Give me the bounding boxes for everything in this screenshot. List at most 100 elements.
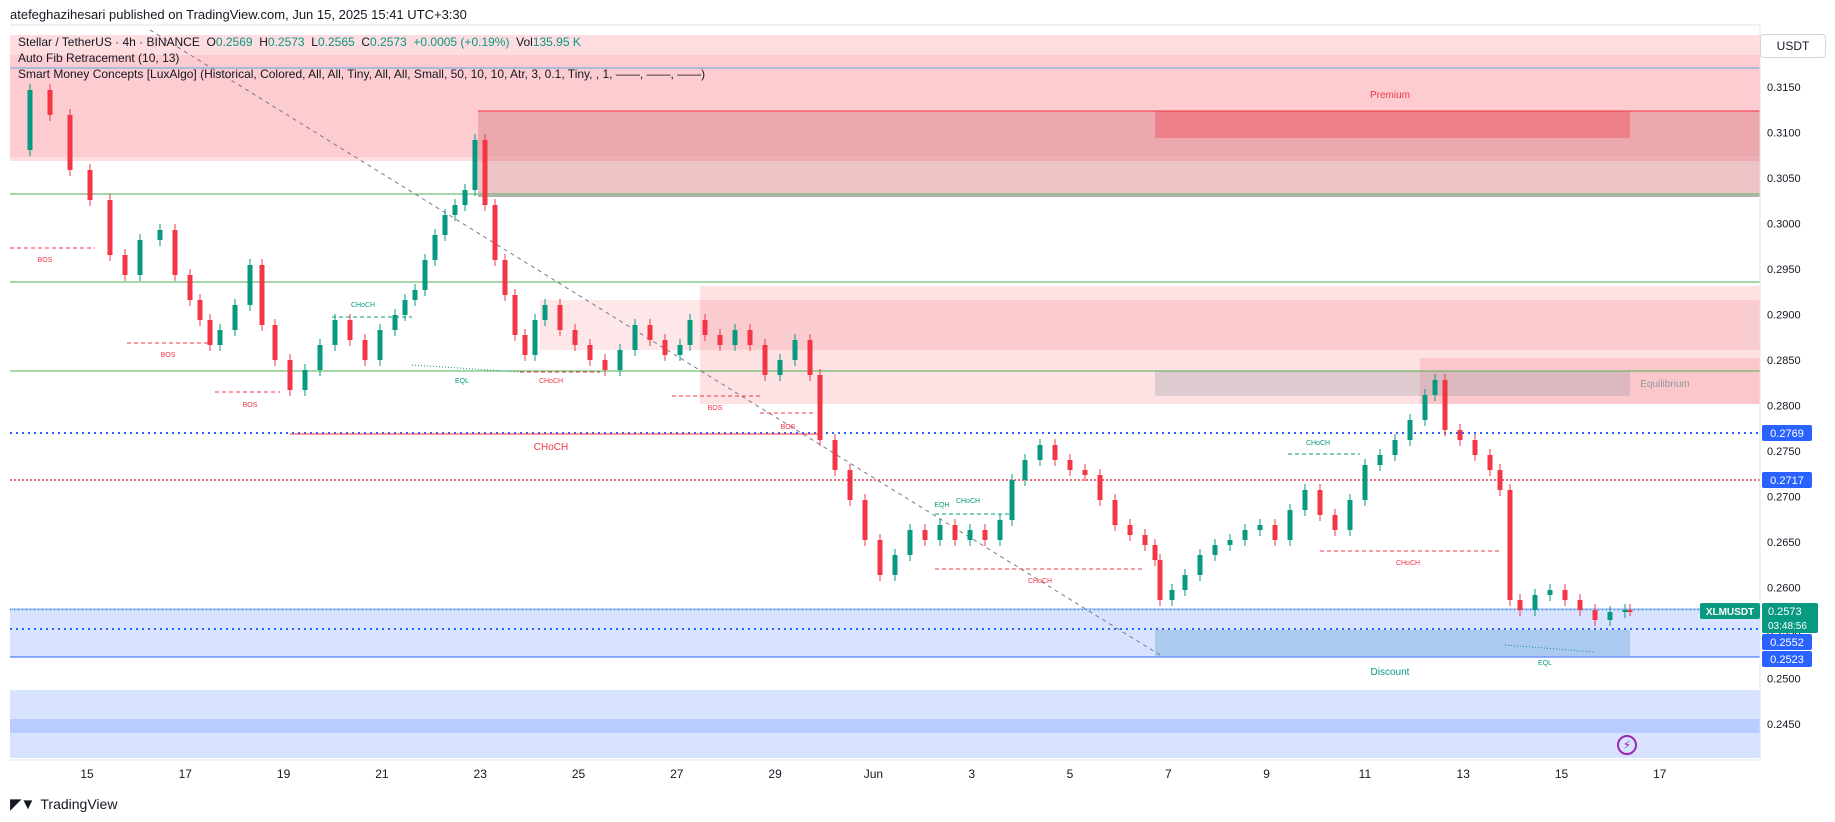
volume-value: 135.95 K [532,35,581,49]
eql-label: EQL [1538,660,1552,667]
lightning-bolt-icon[interactable]: ⚡ [1617,735,1637,755]
candle-body [107,200,113,255]
candle-body [717,335,723,345]
trendline [149,29,1161,656]
time-tick-label: 29 [768,767,782,781]
candle-body [687,320,693,345]
candle-body [997,520,1003,540]
candle-body [1052,445,1058,460]
candle-body [1517,600,1523,610]
bos-label: BOS [781,424,796,431]
time-axis[interactable]: 15 17 19 21 23 25 27 29 Jun 3 5 7 9 11 13 15 17 [80,767,1666,781]
candle-body [1037,445,1043,460]
price-tag-2769-text: 0.2769 [1770,428,1804,440]
candle-body [512,295,518,335]
bos-label: BOS [38,257,53,264]
candle-body [1067,460,1073,470]
candle-body [1197,555,1203,575]
candle-body [892,555,898,575]
red-zone-right [1420,358,1760,404]
price-tick-label: 0.3150 [1767,82,1801,94]
choch-label: CHoCH [956,498,980,505]
candle-body [862,500,868,540]
price-tick-label: 0.2850 [1767,355,1801,367]
premium-zone-inner [10,55,1760,157]
price-tag-2552-text: 0.2552 [1770,637,1804,649]
candle-body [1407,420,1413,440]
candlestick-series[interactable] [27,84,1633,626]
choch-label: CHoCH [1028,578,1052,585]
candle-body [647,325,653,340]
discount-zone-band [10,719,1760,733]
published-header: atefeghazihesari published on TradingVie… [10,7,467,22]
candle-body [332,320,338,345]
change-value: +0.0005 (+0.19%) [413,35,510,49]
candle-body [777,360,783,375]
candle-body [1182,575,1188,590]
candle-body [392,315,398,330]
price-tag-2717-text: 0.2717 [1770,475,1804,487]
choch-label: CHoCH [1396,560,1420,567]
time-tick-label: 27 [670,767,684,781]
candle-body [937,525,943,540]
symbol-name[interactable]: Stellar / TetherUS · 4h · BINANCE [18,35,200,49]
candle-body [87,170,93,200]
time-tick-label: 15 [1555,767,1569,781]
tradingview-logo-icon: ◤▼ [10,796,35,813]
indicator-smc-label[interactable]: Smart Money Concepts [LuxAlgo] (Historic… [18,67,706,81]
time-tick-label: 5 [1067,767,1074,781]
candle-body [402,300,408,315]
tradingview-logo[interactable]: ◤▼ TradingView [10,795,117,813]
close-value: 0.2573 [370,35,407,49]
candle-body [1577,600,1583,610]
candle-body [677,345,683,355]
currency-selector[interactable]: USDT [1760,34,1826,58]
candle-body [207,320,213,345]
candle-body [1547,590,1553,595]
candle-body [702,320,708,335]
candle-body [412,290,418,300]
equilibrium-label: Equilibrium [1640,379,1689,390]
candle-body [1212,545,1218,555]
candle-body [1332,515,1338,530]
candle-body [762,345,768,375]
candle-body [1507,490,1513,600]
time-tick-label: 13 [1457,767,1471,781]
candle-body [247,265,253,305]
candle-body [557,305,563,330]
bos-label: BOS [708,405,723,412]
candle-body [1422,395,1428,420]
price-tick-label: 0.3050 [1767,173,1801,185]
candle-body [532,320,538,355]
indicator-fib-label[interactable]: Auto Fib Retracement (10, 13) [18,51,180,65]
candle-body [617,350,623,370]
low-value: 0.2565 [317,35,355,49]
candle-body [807,340,813,375]
choch-label: CHoCH [351,302,375,309]
premium-zone [10,35,1760,161]
candle-body [377,330,383,360]
candle-body [832,440,838,470]
candle-body [1532,595,1538,610]
price-axis[interactable]: 0.3150 0.3100 0.3050 0.3000 0.2950 0.2900 0.28… [1767,82,1801,731]
discount-zone [10,609,1760,657]
symbol-tag-text: XLMUSDT [1706,607,1754,618]
candle-body [27,90,33,150]
candle-body [1009,480,1015,520]
time-tick-label: 11 [1359,767,1372,781]
candle-body [662,340,668,355]
candle-body [1562,590,1568,600]
candle-body [1487,455,1493,470]
candle-body [1169,590,1175,600]
time-tick-label: 25 [572,767,586,781]
discount-zone-lower [10,690,1760,758]
eql-line [1504,644,1596,653]
symbol-legend-row[interactable]: Stellar / TetherUS · 4h · BINANCE O0.256… [18,35,581,49]
candle-body [967,530,973,540]
candle-body [1607,612,1613,620]
candle-body [1257,525,1263,530]
candle-body [542,305,548,320]
price-tag-2523 [1762,651,1812,667]
candle-body [347,320,353,340]
